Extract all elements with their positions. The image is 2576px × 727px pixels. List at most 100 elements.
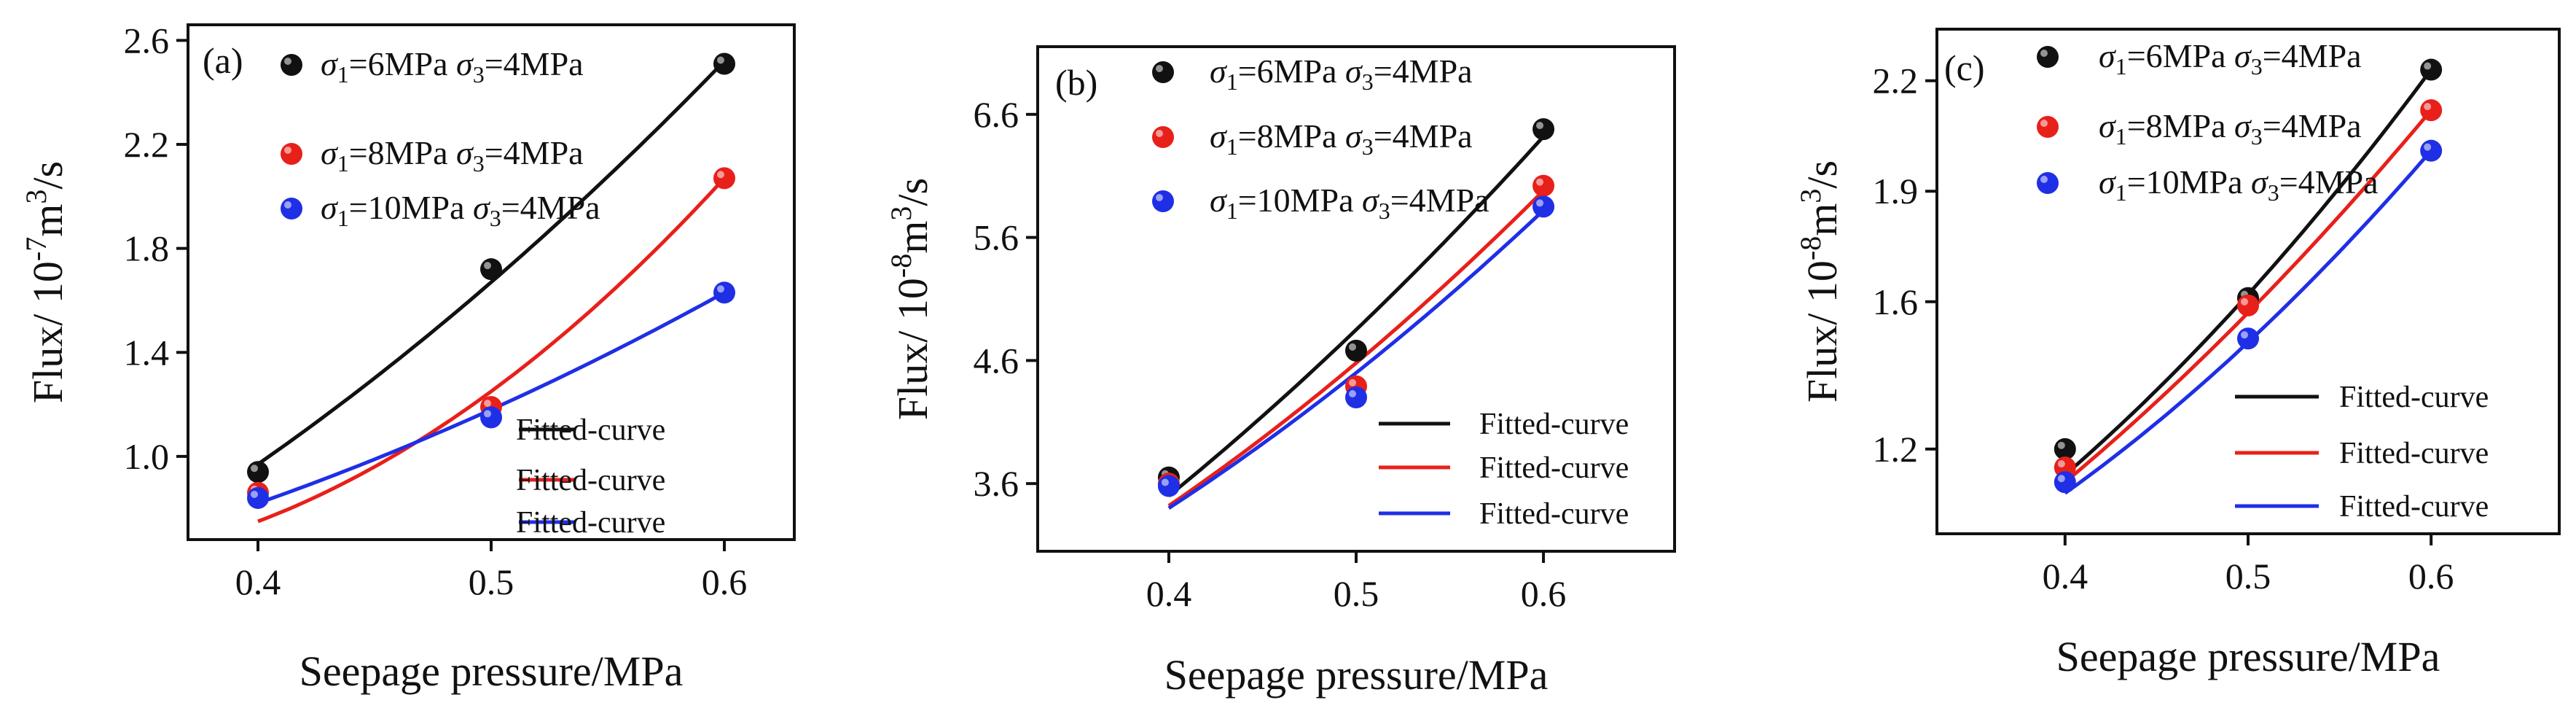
legend-subscript: 3: [1379, 198, 1390, 224]
legend-sigma: σ: [1362, 182, 1380, 219]
legend-value: =6MPa: [1238, 53, 1345, 90]
y-axis-label-prefix: Flux/ 10: [1798, 260, 1846, 403]
legend-marker-highlight: [1156, 65, 1163, 72]
legend-subscript: 3: [2251, 123, 2263, 149]
panel-tag: (a): [203, 40, 243, 81]
legend-subscript: 1: [337, 150, 349, 176]
legend-marker: [1152, 61, 1174, 83]
legend-subscript: 1: [337, 205, 349, 231]
y-tick-label: 2.2: [1873, 61, 1919, 101]
fit-legend-label: Fitted-curve: [2339, 381, 2489, 414]
fit-legend-label: Fitted-curve: [516, 413, 665, 447]
legend-entry-3: σ1=10MPa σ3=4MPa: [321, 189, 600, 231]
legend-sigma: σ: [1210, 182, 1228, 219]
data-point-highlight: [484, 400, 491, 408]
data-point-highlight: [1349, 343, 1356, 351]
legend-entry-2: σ1=8MPa σ3=4MPa: [321, 134, 584, 176]
data-point-highlight: [251, 464, 258, 473]
data-point-highlight: [484, 410, 491, 418]
legend-marker-highlight: [284, 201, 291, 209]
legend-value: =4MPa: [2263, 37, 2362, 74]
fitted-curve-2: [257, 176, 726, 524]
x-axis-label: Seepage pressure/MPa: [2056, 633, 2440, 680]
legend-value: =4MPa: [485, 134, 584, 171]
y-axis-label-unit-exponent: 3: [1794, 189, 1827, 203]
legend-value: =8MPa: [349, 134, 456, 171]
y-tick-label: 1.4: [124, 332, 170, 373]
legend-value: =10MPa: [349, 189, 473, 226]
fit-legend-label: Fitted-curve: [1479, 497, 1629, 531]
y-axis-label-unit-end: /s: [1798, 160, 1846, 189]
y-axis-label: Flux/ 10-7m3/s: [20, 161, 71, 403]
y-axis-label-unit: m: [889, 221, 936, 254]
data-point-highlight: [484, 262, 491, 270]
y-axis-label-prefix: Flux/ 10: [889, 278, 936, 420]
legend-subscript: 1: [1226, 198, 1238, 224]
legend-subscript: 3: [1362, 69, 1374, 95]
fit-legend-label: Fitted-curve: [2339, 490, 2489, 524]
legend-value: =8MPa: [1238, 117, 1345, 155]
data-point-highlight: [1349, 378, 1356, 386]
y-tick-label: 4.6: [974, 340, 1019, 381]
data-point-highlight: [1536, 122, 1544, 130]
y-tick-label: 1.6: [1873, 281, 1919, 322]
data-point: [2420, 58, 2443, 81]
data-point: [2237, 294, 2259, 316]
legend-value: =6MPa: [349, 45, 456, 82]
legend-entry-1: σ1=6MPa σ3=4MPa: [1210, 53, 1473, 95]
y-tick-label: 2.6: [124, 20, 170, 61]
legend-marker-highlight: [1156, 194, 1163, 201]
legend-entry-2: σ1=8MPa σ3=4MPa: [2099, 107, 2362, 149]
x-tick-label: 0.6: [1521, 573, 1567, 614]
legend-value: =6MPa: [2127, 37, 2234, 74]
x-tick-label: 0.4: [1146, 573, 1192, 614]
legend-value: =8MPa: [2127, 107, 2234, 144]
legend-subscript: 3: [1362, 133, 1374, 160]
legend-marker: [1152, 126, 1174, 148]
legend-value: =4MPa: [1374, 53, 1473, 90]
legend-value: =4MPa: [1374, 117, 1473, 155]
y-tick-label: 1.9: [1873, 171, 1919, 211]
fit-legend-label: Fitted-curve: [516, 464, 665, 497]
y-tick-label: 1.2: [1873, 429, 1919, 470]
data-point-highlight: [2424, 143, 2432, 151]
legend-marker-highlight: [1156, 130, 1163, 137]
x-axis-label: Seepage pressure/MPa: [300, 648, 684, 695]
fit-legend-label: Fitted-curve: [1479, 451, 1629, 485]
data-point: [2054, 471, 2076, 494]
data-point-highlight: [2424, 62, 2432, 70]
legend-entry-1: σ1=6MPa σ3=4MPa: [2099, 37, 2362, 79]
y-axis-label-unit: m: [24, 204, 71, 237]
legend-value: =10MPa: [2127, 163, 2251, 201]
data-point: [247, 486, 269, 509]
legend-sigma: σ: [321, 45, 339, 82]
fit-legend-label: Fitted-curve: [2339, 437, 2489, 470]
legend-marker-highlight: [284, 58, 291, 65]
legend-subscript: 1: [337, 61, 349, 88]
data-point-highlight: [2241, 331, 2248, 339]
legend-subscript: 1: [1226, 69, 1238, 95]
legend-sigma: σ: [456, 134, 474, 171]
x-tick-label: 0.6: [702, 561, 748, 602]
legend-entry-1: σ1=6MPa σ3=4MPa: [321, 45, 584, 88]
data-point-highlight: [717, 285, 724, 293]
fit-legend-label: Fitted-curve: [516, 506, 665, 540]
legend-marker: [2037, 172, 2059, 194]
legend-sigma: σ: [2234, 107, 2252, 144]
y-axis-label-exponent: -8: [885, 254, 917, 278]
chart-panel-2: 0.4 0.5 0.6 3.6 4.6 5.6 6.6 Seepage pressure/MP…: [885, 45, 1676, 699]
fitted-curve-3: [1167, 209, 1545, 510]
legend-value: =4MPa: [501, 189, 600, 226]
x-tick-label: 0.5: [2225, 556, 2271, 596]
y-tick-label: 1.0: [124, 436, 170, 477]
x-tick-label: 0.6: [2408, 556, 2454, 596]
y-axis-label-unit-exponent: 3: [885, 206, 917, 221]
x-axis-label: Seepage pressure/MPa: [1164, 651, 1549, 699]
x-tick-label: 0.4: [235, 561, 281, 602]
legend-subscript: 3: [2251, 53, 2263, 79]
legend-sigma: σ: [2234, 37, 2252, 74]
data-point: [713, 167, 735, 190]
data-point-highlight: [1349, 390, 1356, 398]
legend-subscript: 1: [2115, 123, 2127, 149]
legend-subscript: 3: [473, 61, 485, 88]
